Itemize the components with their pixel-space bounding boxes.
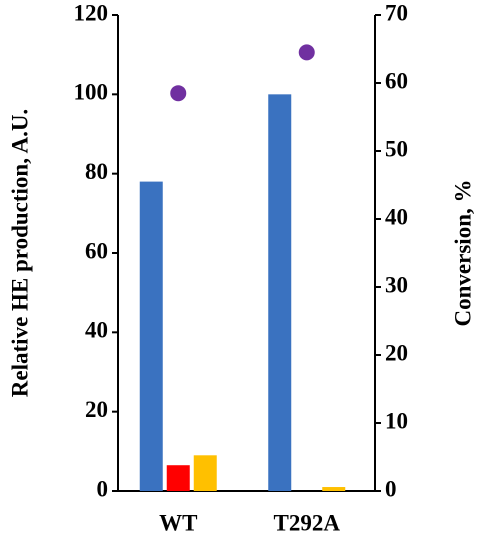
bar [268,94,292,491]
y2-tick-label: 30 [385,272,408,297]
y2-tick-label: 70 [385,0,408,25]
bar [166,465,190,491]
bar [193,455,217,491]
y2-tick-label: 10 [385,408,408,433]
y2-tick-label: 0 [385,476,397,501]
point [170,85,187,102]
y-tick-label: 100 [74,80,109,105]
bar [139,181,163,491]
bar [322,487,346,491]
y2-tick-label: 50 [385,136,408,161]
y-tick-label: 80 [85,159,108,184]
y-tick-label: 40 [85,318,108,343]
x-tick-label: T292A [274,510,341,535]
y2-axis-title: Conversion, % [450,180,475,327]
y-tick-label: 60 [85,238,108,263]
y-tick-label: 0 [97,476,109,501]
y2-tick-label: 20 [385,340,408,365]
y2-tick-label: 40 [385,204,408,229]
x-tick-label: WT [159,510,197,535]
point [298,44,315,61]
y2-tick-label: 60 [385,68,408,93]
y-tick-label: 120 [74,0,109,25]
y-tick-label: 20 [85,397,108,422]
y-axis-title: Relative HE production, A.U. [7,109,32,397]
